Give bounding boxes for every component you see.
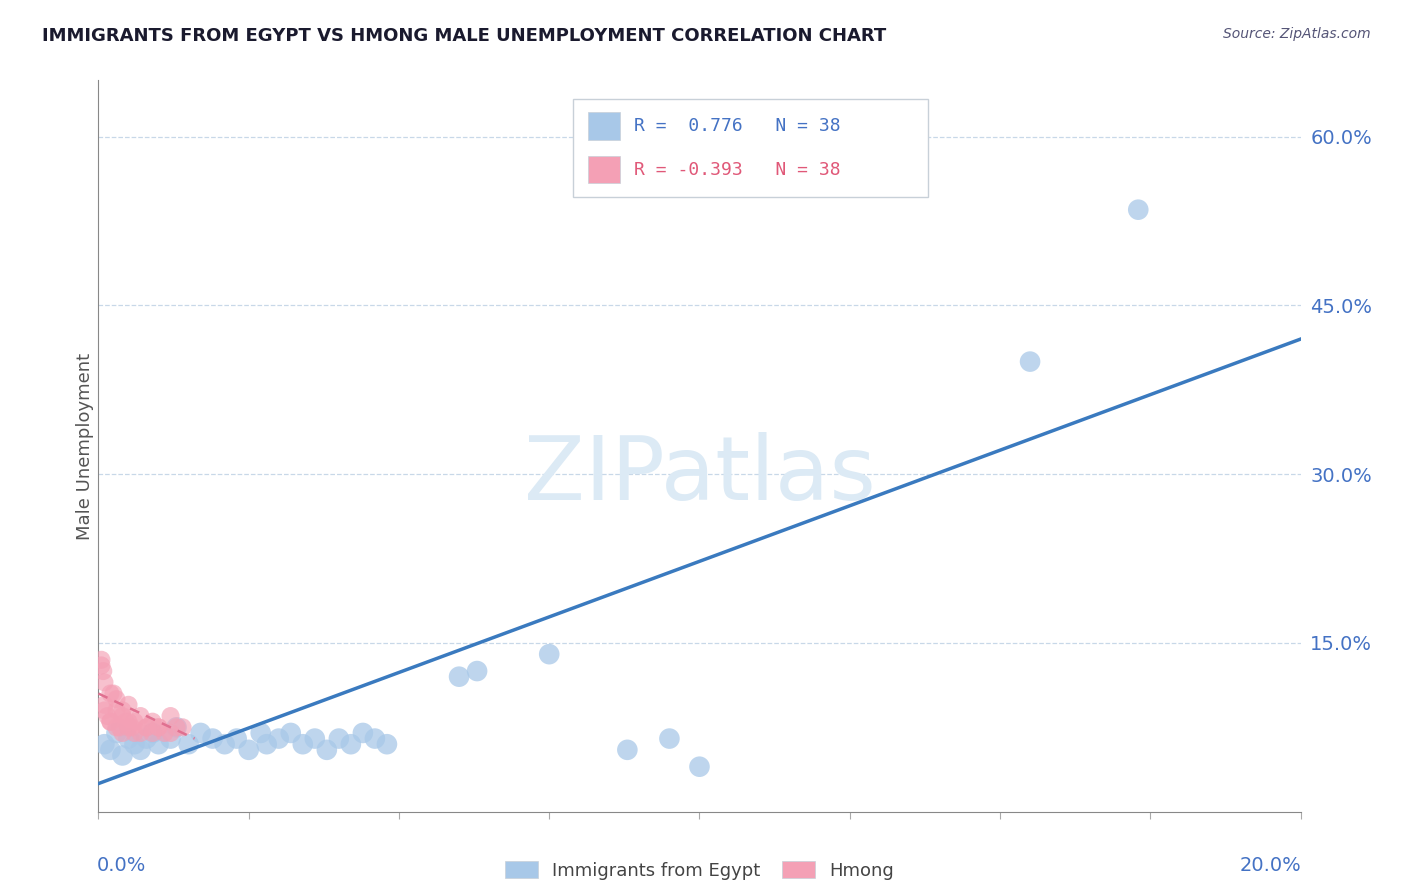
Point: [111, 703, 134, 717]
Point: [159, 709, 181, 723]
Point: [658, 731, 681, 746]
Text: IMMIGRANTS FROM EGYPT VS HMONG MALE UNEMPLOYMENT CORRELATION CHART: IMMIGRANTS FROM EGYPT VS HMONG MALE UNEM…: [42, 27, 886, 45]
FancyBboxPatch shape: [588, 155, 620, 184]
Point: [190, 726, 212, 740]
Point: [91, 664, 114, 678]
Point: [201, 731, 224, 746]
Point: [93, 698, 115, 712]
Point: [267, 731, 290, 746]
Point: [117, 698, 139, 712]
Point: [93, 675, 115, 690]
Point: [159, 731, 181, 746]
Point: [93, 737, 115, 751]
Text: Source: ZipAtlas.com: Source: ZipAtlas.com: [1223, 27, 1371, 41]
Point: [616, 743, 638, 757]
Point: [352, 726, 374, 740]
Point: [121, 720, 143, 734]
Point: [238, 743, 260, 757]
Text: R =  0.776   N = 38: R = 0.776 N = 38: [634, 118, 841, 136]
Point: [177, 737, 200, 751]
Point: [375, 737, 398, 751]
Point: [105, 692, 128, 706]
Point: [159, 726, 181, 740]
Y-axis label: Male Unemployment: Male Unemployment: [76, 352, 94, 540]
Point: [135, 731, 157, 746]
Point: [328, 731, 350, 746]
Point: [249, 726, 271, 740]
Point: [103, 687, 125, 701]
Point: [291, 737, 314, 751]
Point: [100, 687, 122, 701]
FancyBboxPatch shape: [588, 112, 620, 140]
Point: [135, 720, 157, 734]
Point: [124, 714, 146, 729]
Point: [256, 737, 278, 751]
Point: [135, 720, 157, 734]
Point: [96, 709, 118, 723]
Point: [166, 720, 188, 734]
Point: [148, 720, 170, 734]
Point: [108, 720, 131, 734]
Point: [100, 714, 122, 729]
Point: [148, 737, 170, 751]
Point: [100, 743, 122, 757]
Point: [364, 731, 387, 746]
Point: [153, 726, 176, 740]
Point: [172, 720, 194, 734]
Point: [315, 743, 337, 757]
Text: R = -0.393   N = 38: R = -0.393 N = 38: [634, 161, 841, 178]
Point: [148, 720, 170, 734]
Point: [105, 703, 128, 717]
FancyBboxPatch shape: [574, 99, 928, 197]
Point: [93, 703, 115, 717]
Point: [214, 737, 236, 751]
Text: 20.0%: 20.0%: [1240, 855, 1302, 875]
Point: [141, 726, 163, 740]
Point: [90, 658, 112, 673]
Text: 0.0%: 0.0%: [97, 855, 146, 875]
Point: [538, 647, 561, 661]
Point: [117, 720, 139, 734]
Point: [117, 731, 139, 746]
Point: [447, 670, 470, 684]
Point: [225, 731, 247, 746]
Point: [141, 714, 163, 729]
Point: [100, 714, 122, 729]
Point: [166, 720, 188, 734]
Point: [114, 714, 136, 729]
Point: [1019, 354, 1042, 368]
Point: [124, 737, 146, 751]
Point: [1128, 202, 1150, 217]
Point: [105, 726, 128, 740]
Point: [304, 731, 326, 746]
Point: [105, 720, 128, 734]
Point: [688, 760, 710, 774]
Point: [340, 737, 363, 751]
Point: [111, 709, 134, 723]
Point: [90, 653, 112, 667]
Text: ZIPatlas: ZIPatlas: [523, 432, 876, 519]
Point: [465, 664, 488, 678]
Point: [117, 714, 139, 729]
Point: [124, 726, 146, 740]
Point: [141, 726, 163, 740]
Point: [280, 726, 302, 740]
Point: [129, 743, 152, 757]
Point: [111, 726, 134, 740]
Point: [129, 709, 152, 723]
Point: [129, 726, 152, 740]
Legend: Immigrants from Egypt, Hmong: Immigrants from Egypt, Hmong: [498, 854, 901, 887]
Point: [111, 748, 134, 763]
